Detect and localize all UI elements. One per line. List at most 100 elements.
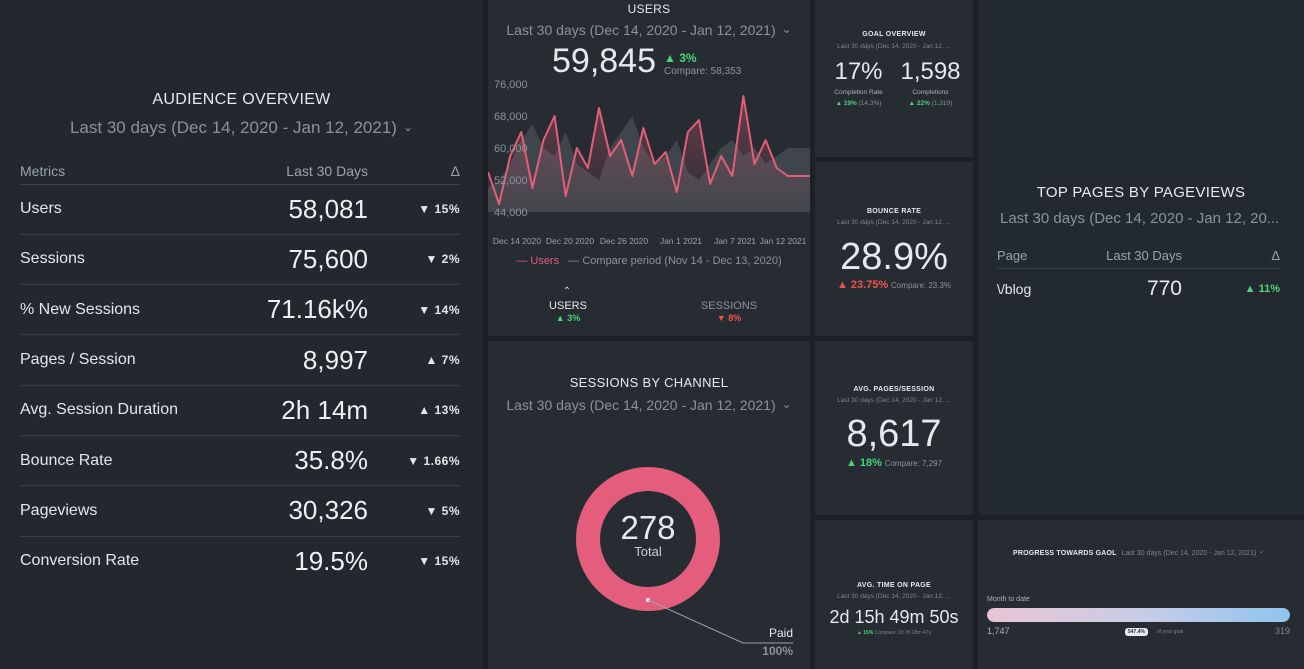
y-tick-label: 76,000: [494, 79, 528, 91]
metric-name: Users: [20, 184, 233, 235]
legend-users: — Users: [516, 255, 560, 267]
avg-time-title: AVG. TIME ON PAGE: [856, 582, 932, 589]
avg-pages-range: Last 30 days (Dec 14, 2020 - Jan 12, ...: [837, 397, 951, 404]
bounce-change: ▲ 23.75% Compare: 23.3%: [836, 279, 952, 291]
users-widget: USERS Last 30 days (Dec 14, 2020 - Jan 1…: [488, 0, 810, 336]
users-compare: Compare: 58,353: [664, 66, 742, 77]
metric-value: 19.5%: [294, 545, 368, 576]
top-pages-table: Page Last 30 Days Δ \/blog 770 ▲ 11%: [997, 244, 1280, 310]
users-change: ▲ 3%: [664, 51, 697, 65]
metric-name: Pages / Session: [20, 334, 233, 386]
users-range-label: Last 30 days (Dec 14, 2020 - Jan 12, 202…: [506, 22, 776, 38]
delta-column-header: Δ: [368, 158, 460, 185]
sessions-title: SESSIONS BY CHANNEL: [569, 375, 729, 390]
metric-name: Bounce Rate: [20, 435, 233, 487]
metric-name: Avg. Session Duration: [20, 385, 233, 436]
completion-rate-value: 17%: [834, 58, 883, 85]
page-change: ▲ 11%: [1244, 283, 1280, 296]
delta-column-header: Δ: [1182, 244, 1280, 269]
progress-bar-fill: [987, 608, 1290, 622]
top-pages-widget: TOP PAGES BY PAGEVIEWS Last 30 days (Dec…: [978, 0, 1304, 515]
completions-label: Completions: [912, 89, 949, 96]
legend-compare: — Compare period (Nov 14 - Dec 13, 2020): [568, 255, 782, 267]
metric-value: 71.16k%: [232, 284, 368, 336]
y-tick-label: 60,000: [494, 143, 528, 155]
y-tick-label: 68,000: [494, 111, 528, 123]
audience-metrics-table: Metrics Last 30 Days Δ Users 58,081 ▼ 15% S…: [20, 158, 460, 586]
avg-pages-title: AVG. PAGES/SESSION: [853, 386, 935, 393]
avg-pages-session-widget: AVG. PAGES/SESSION Last 30 days (Dec 14,…: [815, 341, 973, 515]
table-row: Pages / Session 8,997 ▲ 7%: [20, 334, 460, 386]
users-series-line: [488, 95, 810, 205]
tab-users-label: USERS: [549, 300, 587, 312]
audience-range-selector[interactable]: Last 30 days (Dec 14, 2020 - Jan 12, 202…: [0, 118, 483, 138]
metric-change: ▲ 13%: [368, 385, 460, 436]
completion-rate-label: Completion Rate: [834, 89, 883, 96]
goal-range: Last 30 days (Dec 14, 2020 - Jan 12, ...: [837, 43, 951, 50]
x-tick-label: Jan 7 2021: [714, 236, 756, 246]
table-row: Sessions 75,600 ▼ 2%: [20, 234, 460, 286]
chevron-up-icon: ⌃: [562, 286, 572, 297]
metric-value: 75,600: [232, 234, 368, 286]
sessions-range-label: Last 30 days (Dec 14, 2020 - Jan 12, 202…: [506, 397, 776, 413]
x-tick-label: Jan 12 2021: [760, 236, 807, 246]
bounce-rate-widget: BOUNCE RATE Last 30 days (Dec 14, 2020 -…: [815, 162, 973, 336]
tab-users[interactable]: USERS ▲ 3%: [518, 300, 618, 323]
table-row: Pageviews 30,326 ▼ 5%: [20, 485, 460, 537]
progress-header: PROGRESS TOWARDS GAOL Last 30 days (Dec 1…: [1013, 548, 1264, 557]
chevron-down-icon: ⌄: [781, 22, 792, 36]
top-pages-range: Last 30 days (Dec 14, 2020 - Jan 12, 20.…: [1000, 210, 1280, 227]
bounce-range: Last 30 days (Dec 14, 2020 - Jan 12, ...: [837, 219, 951, 226]
x-tick-label: Dec 20 2020: [546, 236, 594, 246]
progress-range: Last 30 days (Dec 14, 2020 - Jan 12, 202…: [1121, 550, 1257, 557]
metric-value: 8,997: [232, 334, 368, 386]
slice-label-paid: Paid: [768, 626, 793, 640]
metrics-column-header: Metrics: [20, 158, 233, 185]
metric-change: ▼ 15%: [368, 184, 460, 235]
sessions-range-selector[interactable]: Last 30 days (Dec 14, 2020 - Jan 12, 202…: [488, 397, 810, 413]
y-tick-label: 44,000: [494, 207, 528, 219]
metric-name: % New Sessions: [20, 284, 233, 336]
table-row: % New Sessions 71.16k% ▼ 14%: [20, 284, 460, 336]
avg-time-value: 2d 15h 49m 50s: [829, 607, 959, 627]
metric-change: ▼ 5%: [368, 485, 460, 537]
tab-sessions[interactable]: SESSIONS ▼ 8%: [679, 300, 779, 323]
avg-time-on-page-widget: AVG. TIME ON PAGE Last 30 days (Dec 14, …: [815, 520, 973, 669]
chevron-down-icon: ⌄: [781, 397, 792, 411]
users-series-area: [488, 96, 810, 212]
metric-change: ▲ 7%: [368, 334, 460, 386]
users-chart-legend: — Users — Compare period (Nov 14 - Dec 1…: [488, 255, 810, 267]
users-title: USERS: [627, 2, 671, 16]
goal-overview-widget: GOAL OVERVIEW Last 30 days (Dec 14, 2020…: [815, 0, 973, 157]
table-row: Conversion Rate 19.5% ▼ 15%: [20, 536, 460, 586]
progress-pct-badge: 547.4%: [1125, 628, 1148, 636]
users-line-chart: 44,000 52,000 60,000 68,000 76,000 Dec 14 202…: [488, 79, 810, 246]
table-row: \/blog 770 ▲ 11%: [997, 268, 1280, 310]
metric-name: Sessions: [20, 234, 233, 286]
goal-title: GOAL OVERVIEW: [862, 31, 926, 38]
users-range-selector[interactable]: Last 30 days (Dec 14, 2020 - Jan 12, 202…: [488, 22, 810, 38]
x-tick-label: Dec 14 2020: [493, 236, 541, 246]
chevron-down-icon: ⌄: [402, 120, 414, 134]
audience-overview-widget: AUDIENCE OVERVIEW Last 30 days (Dec 14, …: [0, 0, 483, 669]
bounce-title: BOUNCE RATE: [866, 208, 922, 215]
last-30-days-column-header: Last 30 Days: [232, 158, 368, 185]
avg-time-range: Last 30 days (Dec 14, 2020 - Jan 12, ...: [837, 593, 951, 600]
progress-period-label: Month to date: [987, 596, 1030, 603]
metric-name: Conversion Rate: [20, 552, 140, 570]
metric-name: Pageviews: [20, 485, 233, 537]
table-row: Avg. Session Duration 2h 14m ▲ 13%: [20, 385, 460, 436]
sessions-by-channel-widget: SESSIONS BY CHANNEL Last 30 days (Dec 14…: [488, 341, 810, 669]
progress-pct-label: of your goal: [1157, 629, 1184, 635]
metric-change: ▼ 14%: [368, 284, 460, 336]
audience-range-label: Last 30 days (Dec 14, 2020 - Jan 12, 202…: [69, 118, 397, 137]
last-30-days-column-header: Last 30 Days: [1054, 244, 1182, 269]
top-pages-title: TOP PAGES BY PAGEVIEWS: [1036, 184, 1246, 201]
donut-total-value: 278: [620, 509, 676, 546]
table-row: Users 58,081 ▼ 15%: [20, 184, 460, 235]
metric-change: ▼ 2%: [368, 234, 460, 286]
bounce-value: 28.9%: [840, 236, 948, 278]
page-column-header: Page: [997, 244, 1055, 269]
completions-value: 1,598: [900, 58, 961, 85]
donut-total-label: Total: [634, 544, 662, 559]
